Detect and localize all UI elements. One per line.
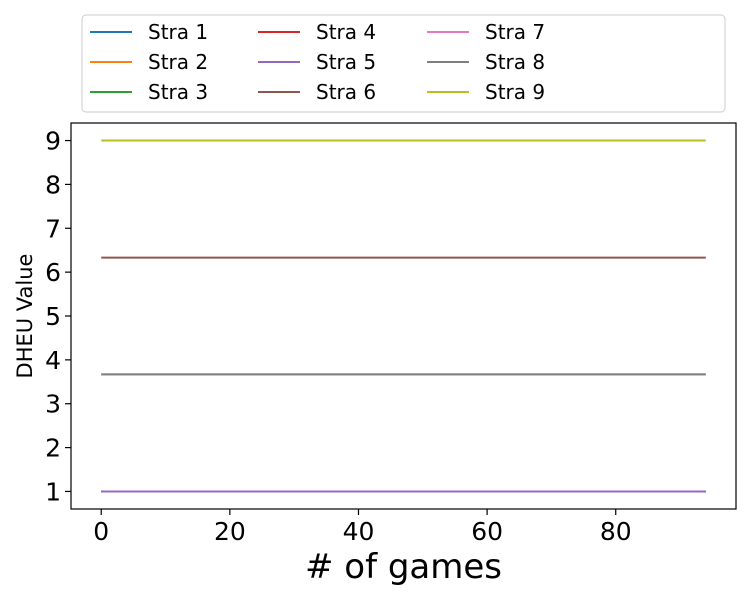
y-axis-ticks: 1 2 3 4 5 6 7 8 9 [45, 127, 71, 506]
y-tick-label: 9 [45, 127, 61, 156]
legend-label-6: Stra 6 [316, 80, 376, 104]
legend-label-7: Stra 7 [485, 20, 545, 44]
x-tick-label: 20 [214, 517, 246, 546]
legend-label-8: Stra 8 [485, 50, 545, 74]
y-axis-label: DHEU Value [13, 254, 37, 379]
legend-label-1: Stra 1 [148, 20, 208, 44]
y-tick-label: 1 [45, 477, 61, 506]
y-tick-label: 5 [45, 302, 61, 331]
y-tick-label: 6 [45, 258, 61, 287]
legend-label-4: Stra 4 [316, 20, 376, 44]
x-tick-label: 80 [600, 517, 632, 546]
legend-label-3: Stra 3 [148, 80, 208, 104]
x-tick-label: 60 [471, 517, 503, 546]
x-axis-label: # of games [305, 547, 502, 587]
y-tick-label: 3 [45, 390, 61, 419]
series-layer [101, 139, 706, 493]
x-tick-label: 0 [93, 517, 109, 546]
legend-label-2: Stra 2 [148, 50, 208, 74]
legend-frame [81, 14, 726, 113]
plot-area-frame [70, 122, 737, 510]
y-tick-label: 4 [45, 346, 61, 375]
x-axis-ticks: 0 20 40 60 80 [93, 509, 632, 546]
legend-label-5: Stra 5 [316, 50, 376, 74]
legend: Stra 1 Stra 2 Stra 3 Stra 4 Stra 5 Stra 6 Stra… [81, 14, 726, 113]
legend-label-9: Stra 9 [485, 80, 545, 104]
y-tick-label: 8 [45, 170, 61, 199]
y-tick-label: 7 [45, 214, 61, 243]
x-tick-label: 40 [343, 517, 375, 546]
y-tick-label: 2 [45, 434, 61, 463]
